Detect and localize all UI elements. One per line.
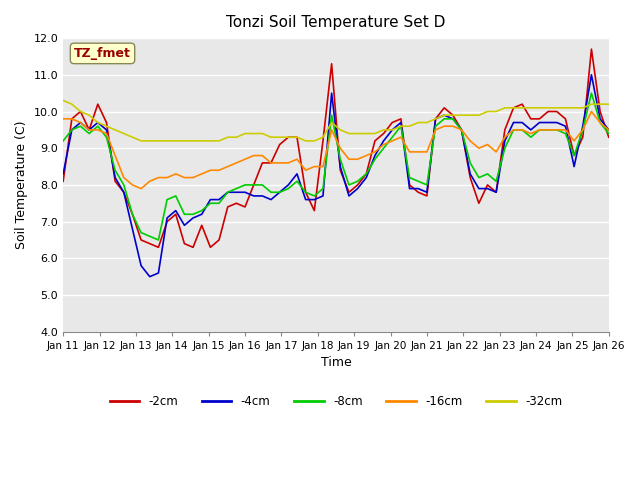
X-axis label: Time: Time — [321, 356, 351, 369]
Y-axis label: Soil Temperature (C): Soil Temperature (C) — [15, 120, 28, 249]
Text: TZ_fmet: TZ_fmet — [74, 47, 131, 60]
Title: Tonzi Soil Temperature Set D: Tonzi Soil Temperature Set D — [227, 15, 445, 30]
Legend: -2cm, -4cm, -8cm, -16cm, -32cm: -2cm, -4cm, -8cm, -16cm, -32cm — [105, 390, 567, 413]
